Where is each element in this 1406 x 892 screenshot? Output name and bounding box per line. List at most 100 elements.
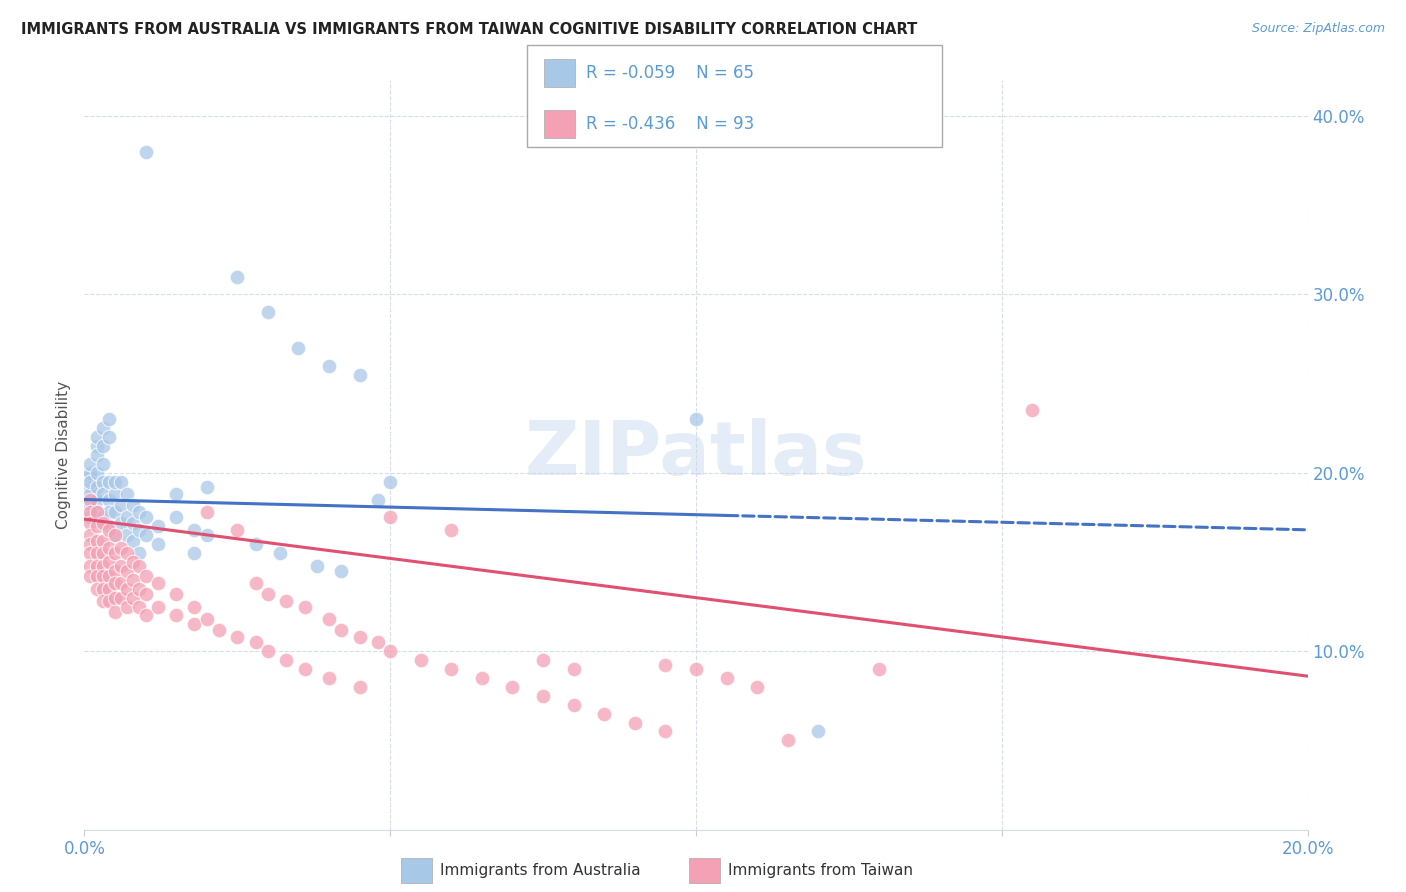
Point bbox=[128, 558, 150, 573]
Point bbox=[257, 305, 280, 319]
Point bbox=[128, 505, 150, 519]
Point bbox=[654, 658, 676, 673]
Point bbox=[79, 469, 101, 483]
Point bbox=[654, 724, 676, 739]
Point bbox=[807, 724, 830, 739]
Point bbox=[115, 528, 138, 542]
Point bbox=[97, 523, 120, 537]
Point bbox=[104, 487, 127, 501]
Text: IMMIGRANTS FROM AUSTRALIA VS IMMIGRANTS FROM TAIWAN COGNITIVE DISABILITY CORRELA: IMMIGRANTS FROM AUSTRALIA VS IMMIGRANTS … bbox=[21, 22, 917, 37]
Point bbox=[104, 591, 127, 605]
Point bbox=[97, 492, 120, 507]
Point bbox=[91, 510, 114, 524]
Point bbox=[367, 635, 389, 649]
Point bbox=[86, 439, 108, 453]
Point bbox=[318, 612, 340, 626]
Point bbox=[183, 546, 205, 560]
Point bbox=[349, 630, 371, 644]
Point bbox=[294, 599, 316, 614]
Text: Immigrants from Taiwan: Immigrants from Taiwan bbox=[728, 863, 914, 878]
Point bbox=[79, 528, 101, 542]
Point bbox=[79, 510, 101, 524]
Point bbox=[226, 269, 249, 284]
Text: R = -0.436    N = 93: R = -0.436 N = 93 bbox=[586, 115, 755, 133]
Point bbox=[79, 569, 101, 583]
Point bbox=[195, 505, 218, 519]
Point bbox=[110, 591, 132, 605]
Point bbox=[245, 537, 267, 551]
Text: Source: ZipAtlas.com: Source: ZipAtlas.com bbox=[1251, 22, 1385, 36]
Point bbox=[79, 558, 101, 573]
Point bbox=[115, 564, 138, 578]
Point bbox=[86, 569, 108, 583]
Point bbox=[86, 533, 108, 548]
Point bbox=[165, 608, 187, 623]
Point bbox=[91, 558, 114, 573]
Text: Immigrants from Australia: Immigrants from Australia bbox=[440, 863, 641, 878]
Point bbox=[86, 546, 108, 560]
Point bbox=[349, 680, 371, 694]
Point bbox=[115, 546, 138, 560]
Point bbox=[115, 582, 138, 596]
Point bbox=[110, 576, 132, 591]
Text: R = -0.059    N = 65: R = -0.059 N = 65 bbox=[586, 64, 754, 82]
Point bbox=[502, 680, 524, 694]
Point bbox=[128, 523, 150, 537]
Point bbox=[104, 576, 127, 591]
Point bbox=[97, 505, 120, 519]
Point bbox=[135, 569, 157, 583]
Point bbox=[122, 498, 145, 512]
Point bbox=[86, 519, 108, 533]
Point bbox=[245, 635, 267, 649]
Point bbox=[294, 662, 316, 676]
Point bbox=[318, 671, 340, 685]
Point bbox=[97, 519, 120, 533]
Point bbox=[226, 523, 249, 537]
Point bbox=[330, 623, 353, 637]
Point bbox=[110, 541, 132, 555]
Point bbox=[128, 599, 150, 614]
Point bbox=[110, 498, 132, 512]
Point bbox=[276, 594, 298, 608]
Point bbox=[287, 341, 309, 355]
Point bbox=[122, 555, 145, 569]
Point bbox=[685, 662, 707, 676]
Point bbox=[716, 671, 738, 685]
Point bbox=[135, 145, 157, 159]
Point bbox=[562, 698, 585, 712]
Point bbox=[146, 537, 169, 551]
Point bbox=[776, 733, 799, 747]
Point bbox=[869, 662, 891, 676]
Point bbox=[97, 430, 120, 444]
Point bbox=[86, 492, 108, 507]
Point bbox=[318, 359, 340, 373]
Point bbox=[747, 680, 769, 694]
Point bbox=[128, 546, 150, 560]
Point bbox=[79, 480, 101, 494]
Point bbox=[349, 368, 371, 382]
Point bbox=[183, 617, 205, 632]
Point bbox=[115, 510, 138, 524]
Point bbox=[91, 533, 114, 548]
Point bbox=[226, 630, 249, 644]
Y-axis label: Cognitive Disability: Cognitive Disability bbox=[56, 381, 72, 529]
Point bbox=[97, 555, 120, 569]
Point bbox=[104, 605, 127, 619]
Point bbox=[195, 480, 218, 494]
Point bbox=[195, 612, 218, 626]
Point bbox=[531, 653, 554, 667]
Point bbox=[91, 594, 114, 608]
Point bbox=[79, 487, 101, 501]
Point bbox=[122, 573, 145, 587]
Point bbox=[122, 516, 145, 530]
Point bbox=[531, 689, 554, 703]
Point bbox=[91, 421, 114, 435]
Point bbox=[128, 582, 150, 596]
Point bbox=[135, 510, 157, 524]
Point bbox=[276, 653, 298, 667]
Point bbox=[269, 546, 291, 560]
Point bbox=[257, 587, 280, 601]
Point bbox=[86, 430, 108, 444]
Point bbox=[115, 487, 138, 501]
Point bbox=[97, 475, 120, 489]
